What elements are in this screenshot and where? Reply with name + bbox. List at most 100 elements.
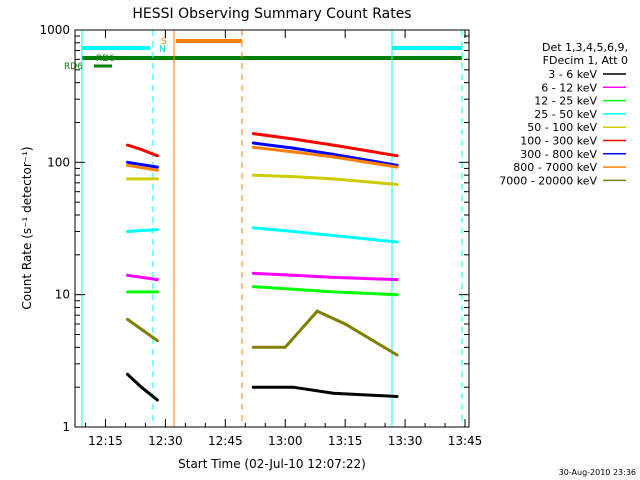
series-point — [291, 273, 295, 277]
x-tick-label: 13:15 — [328, 434, 363, 448]
series-point — [395, 353, 399, 357]
series-point — [395, 293, 399, 297]
series-point — [315, 309, 319, 313]
series-point — [126, 163, 129, 167]
series-point — [283, 345, 287, 349]
plot-frame — [74, 29, 470, 428]
series-point — [155, 398, 159, 402]
x-tick-label: 13:00 — [268, 434, 303, 448]
series-line-0-segment-1 — [253, 385, 398, 398]
footer-timestamp: 30-Aug-2010 23:36 — [559, 468, 636, 477]
chart-title: HESSI Observing Summary Count Rates — [132, 6, 411, 22]
series-line-8-segment-0 — [126, 318, 159, 342]
series-point — [155, 165, 159, 169]
series-layer — [126, 132, 399, 402]
legend-entry-label: 800 - 7000 keV — [513, 161, 597, 174]
series-point — [155, 278, 159, 282]
x-tick-label: 13:30 — [388, 434, 423, 448]
series-point — [291, 146, 295, 150]
legend-entry-label: 7000 - 20000 keV — [499, 174, 597, 187]
series-point — [291, 137, 295, 141]
series-point — [331, 177, 335, 181]
series-point — [395, 165, 399, 169]
series-point — [343, 322, 347, 326]
series-line-2-segment-1 — [253, 285, 398, 297]
series-point — [126, 273, 129, 277]
series-point — [291, 230, 295, 233]
series-point — [126, 317, 129, 321]
legend-entry-label: 12 - 25 keV — [534, 95, 597, 108]
legend-header-line: FDecim 1, Att 0 — [543, 54, 628, 67]
y-tick-label: 10 — [55, 288, 70, 302]
series-point — [126, 230, 129, 233]
rd6-label: RD6 — [64, 62, 83, 72]
series-point — [331, 143, 335, 147]
x-tick-label: 12:30 — [148, 434, 183, 448]
y-tick-label: 100 — [47, 155, 70, 169]
saa-label: S — [161, 37, 167, 47]
series-point — [251, 345, 255, 349]
series-point — [291, 150, 295, 154]
series-line-6-segment-1 — [253, 141, 398, 167]
rd6-label: RD6 — [96, 54, 115, 64]
series-point — [331, 234, 335, 237]
series-point — [251, 173, 255, 177]
y-tick-label: 1 — [62, 420, 70, 434]
series-point — [126, 160, 129, 164]
legend-header-line: Det 1,3,4,5,6,9, — [542, 41, 628, 54]
series-point — [155, 177, 159, 181]
series-line-7-segment-1 — [253, 145, 398, 169]
series-line-5-segment-1 — [253, 132, 398, 158]
y-tick-label: 1000 — [39, 23, 70, 37]
series-point — [251, 385, 255, 389]
series-point — [395, 183, 399, 186]
series-point — [291, 385, 295, 389]
series-line-1-segment-0 — [127, 273, 158, 282]
status-overlay: RD6 RD6 S N — [64, 30, 463, 427]
legend-entry-label: 25 - 50 keV — [534, 108, 597, 121]
night-label: N — [159, 45, 166, 55]
series-point — [251, 132, 255, 136]
y-axis-label: Count Rate (s⁻¹ detector⁻¹) — [20, 146, 34, 309]
series-point — [139, 385, 143, 389]
series-point — [395, 154, 399, 158]
legend-entry-label: 6 - 12 keV — [541, 81, 597, 94]
series-point — [126, 372, 129, 376]
legend-entry-label: 300 - 800 keV — [520, 148, 597, 161]
series-point — [291, 175, 295, 179]
series-point — [251, 226, 255, 230]
series-point — [139, 148, 143, 151]
x-tick-label: 13:45 — [448, 434, 483, 448]
x-axis-label: Start Time (02-Jul-10 12:07:22) — [178, 457, 366, 471]
series-point — [291, 287, 295, 291]
series-point — [395, 395, 399, 398]
series-point — [155, 154, 159, 158]
series-point — [155, 290, 159, 294]
series-line-3-segment-0 — [127, 228, 158, 233]
series-point — [331, 155, 335, 159]
legend-entry-label: 50 - 100 keV — [527, 121, 597, 134]
series-point — [155, 228, 159, 232]
series-point — [331, 152, 335, 156]
series-point — [126, 143, 129, 147]
legend-entry-label: 100 - 300 keV — [520, 135, 597, 148]
series-point — [251, 141, 255, 145]
series-point — [126, 177, 129, 181]
series-line-4-segment-1 — [253, 173, 398, 186]
x-tick-label: 12:15 — [88, 434, 123, 448]
series-line-7-segment-0 — [127, 163, 158, 172]
series-point — [331, 275, 335, 279]
series-point — [331, 391, 335, 395]
series-point — [331, 290, 335, 294]
series-point — [395, 278, 399, 282]
series-line-1-segment-1 — [253, 271, 398, 282]
tick-layer: 12:15 12:30 12:45 13:00 13:15 13:30 13:45 1 10 10… — [39, 23, 482, 448]
legend: Det 1,3,4,5,6,9, FDecim 1, Att 0 3 - 6 k… — [499, 41, 628, 187]
series-point — [251, 271, 255, 275]
series-line-6-segment-0 — [127, 160, 158, 169]
legend-entry-label: 3 - 6 keV — [548, 68, 597, 81]
series-point — [155, 339, 159, 343]
x-tick-label: 12:45 — [208, 434, 243, 448]
